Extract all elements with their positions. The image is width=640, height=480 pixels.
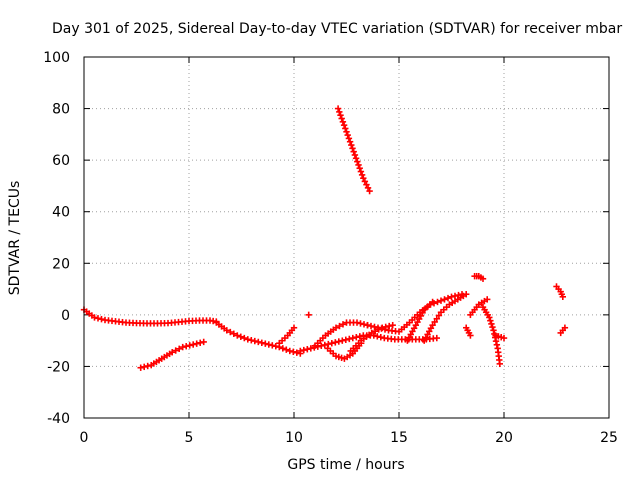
tick-labels: 0 5 10 15 20 25 -40 -20 0 20 40 60 80 100	[43, 50, 618, 446]
x-tick-label: 5	[185, 430, 194, 446]
x-tick-label: 20	[495, 430, 513, 446]
series-track-i	[334, 105, 373, 195]
y-axis-label: SDTVAR / TECUs	[7, 181, 23, 296]
series-track-t	[305, 311, 312, 319]
plot-frame	[83, 56, 610, 419]
series-track-k	[404, 298, 436, 344]
x-tick-label: 10	[285, 430, 303, 446]
y-tick-label: 40	[52, 205, 70, 221]
series-track-o	[463, 324, 474, 339]
y-tick-label: 20	[52, 256, 70, 272]
series-track-l	[421, 291, 470, 344]
chart-title: Day 301 of 2025, Sidereal Day-to-day VTE…	[52, 21, 622, 37]
series-track-d	[276, 324, 298, 347]
x-tick-label: 0	[80, 430, 89, 446]
y-tick-label: 100	[43, 50, 70, 66]
series-track-p	[479, 303, 503, 368]
series-track-n	[471, 272, 487, 282]
series-track-q	[492, 332, 508, 342]
series-track-b	[137, 338, 207, 371]
x-axis-label: GPS time / hours	[287, 457, 404, 473]
y-tick-label: 60	[52, 153, 70, 169]
y-tick-label: 0	[61, 308, 70, 324]
series-track-m	[467, 296, 491, 319]
series-track-a	[80, 306, 220, 327]
series-track-s	[557, 324, 569, 337]
series-track-r	[553, 283, 566, 301]
y-tick-label: -20	[47, 359, 70, 375]
y-tick-label: -40	[47, 411, 70, 427]
x-tick-label: 25	[600, 430, 618, 446]
series-track-c	[213, 319, 304, 357]
grid-lines	[84, 57, 609, 418]
axis-ticks	[83, 56, 610, 419]
x-tick-label: 15	[390, 430, 408, 446]
y-tick-label: 80	[52, 102, 70, 118]
data-points	[80, 105, 569, 371]
